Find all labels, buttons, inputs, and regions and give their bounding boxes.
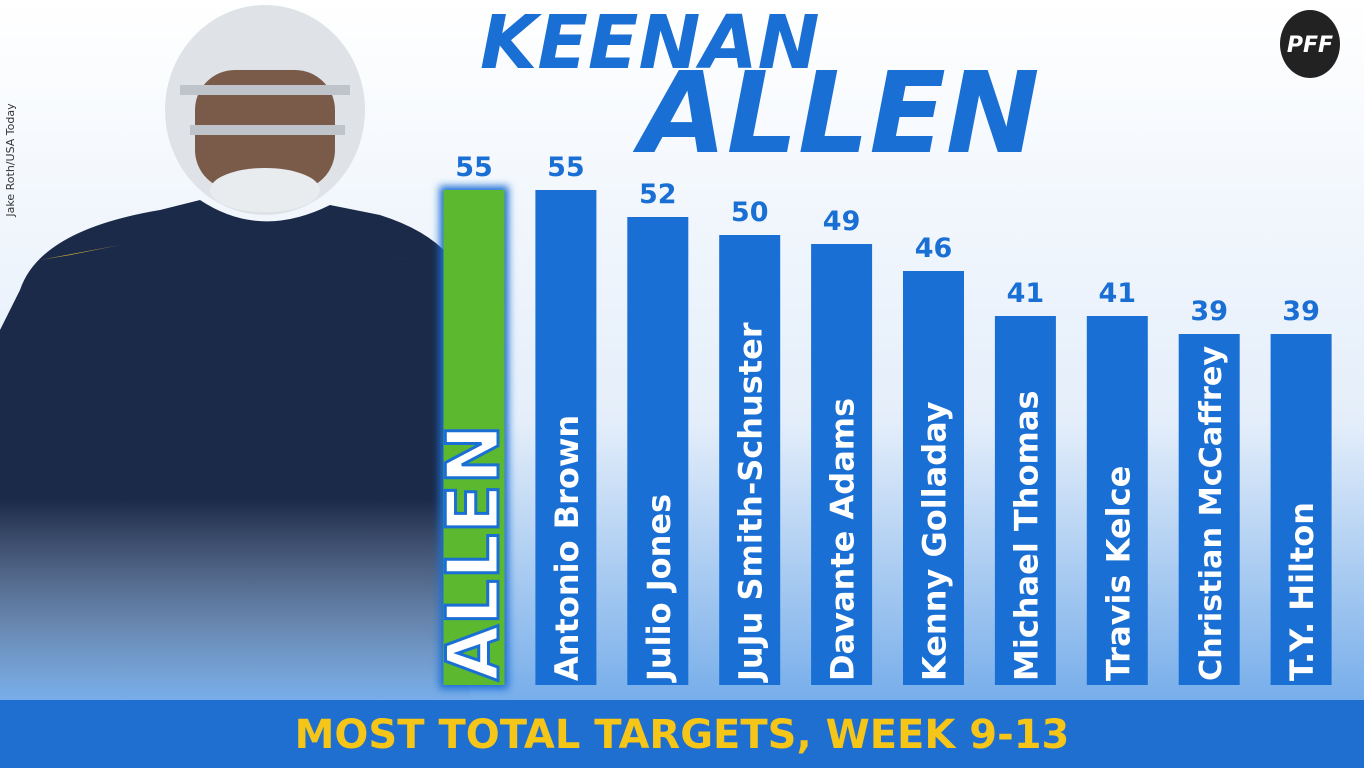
value-label: 52 xyxy=(639,179,677,210)
logo: PFF xyxy=(1280,10,1340,78)
bar xyxy=(994,316,1056,685)
title-line: KEENAN xyxy=(480,0,820,86)
bar xyxy=(1270,334,1332,685)
logo-text: PFF xyxy=(1287,33,1333,58)
subtitle-band xyxy=(0,700,1364,768)
bar xyxy=(535,190,597,685)
value-label: 49 xyxy=(823,206,861,237)
bars: 55 ALLEN 55 Antonio Brown 52 Julio Jones 50 JuJ… xyxy=(430,152,1332,689)
value-label: 55 xyxy=(455,152,493,183)
photo-credit: Jake Roth/USA Today xyxy=(4,103,17,218)
value-label: 41 xyxy=(1007,278,1045,309)
bar xyxy=(443,190,505,685)
category-label: Julio Jones xyxy=(640,494,678,683)
bar xyxy=(719,235,781,685)
bar xyxy=(627,217,689,685)
bar xyxy=(811,244,873,685)
value-label: 46 xyxy=(915,233,953,264)
value-label: 41 xyxy=(1099,278,1137,309)
value-label: 39 xyxy=(1190,296,1228,327)
category-label: Michael Thomas xyxy=(1007,390,1045,681)
value-label: 55 xyxy=(547,152,585,183)
category-label: ALLEN xyxy=(431,424,515,681)
title-line: ALLEN xyxy=(632,49,1040,179)
bar xyxy=(1178,334,1240,685)
subtitle: MOST TOTAL TARGETS, WEEK 9-13 xyxy=(295,712,1070,758)
category-label: Christian McCaffrey xyxy=(1194,346,1229,681)
player-photo xyxy=(0,5,470,700)
value-label: 39 xyxy=(1282,296,1320,327)
category-label: T.Y. Hilton xyxy=(1283,502,1321,681)
category-label: JuJu Smith-Schuster xyxy=(732,322,770,683)
bar xyxy=(1086,316,1148,685)
category-label: Travis Kelce xyxy=(1099,466,1137,681)
category-label: Kenny Golladay xyxy=(916,401,954,681)
category-label: Antonio Brown xyxy=(548,415,586,681)
category-label: Davante Adams xyxy=(824,398,862,681)
value-label: 50 xyxy=(731,197,769,228)
bar xyxy=(903,271,964,685)
